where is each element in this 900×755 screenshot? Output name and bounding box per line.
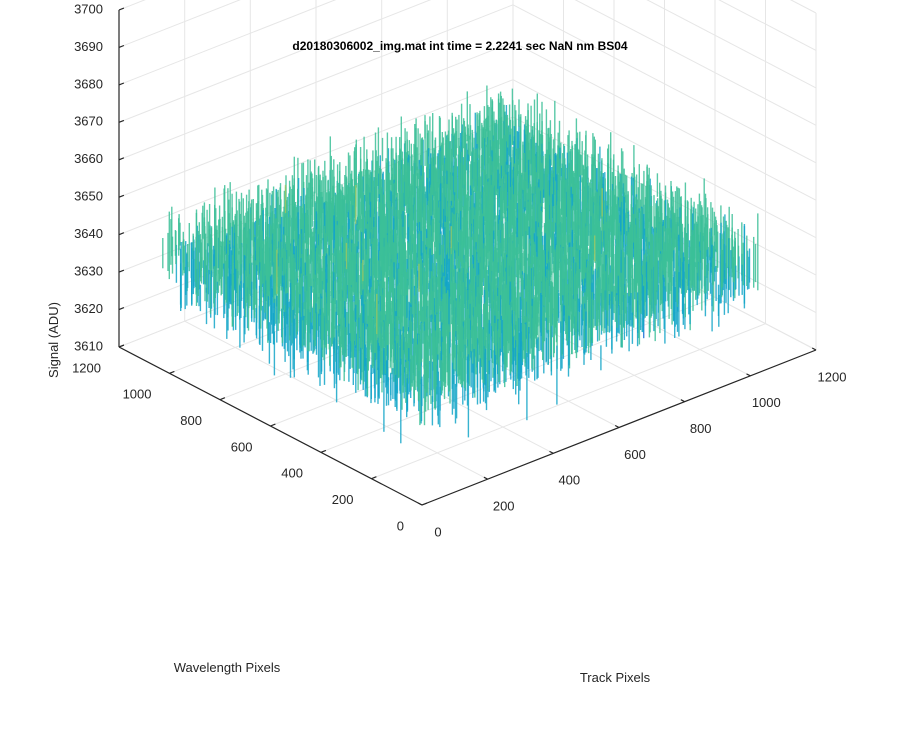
surface-plot — [163, 86, 758, 444]
